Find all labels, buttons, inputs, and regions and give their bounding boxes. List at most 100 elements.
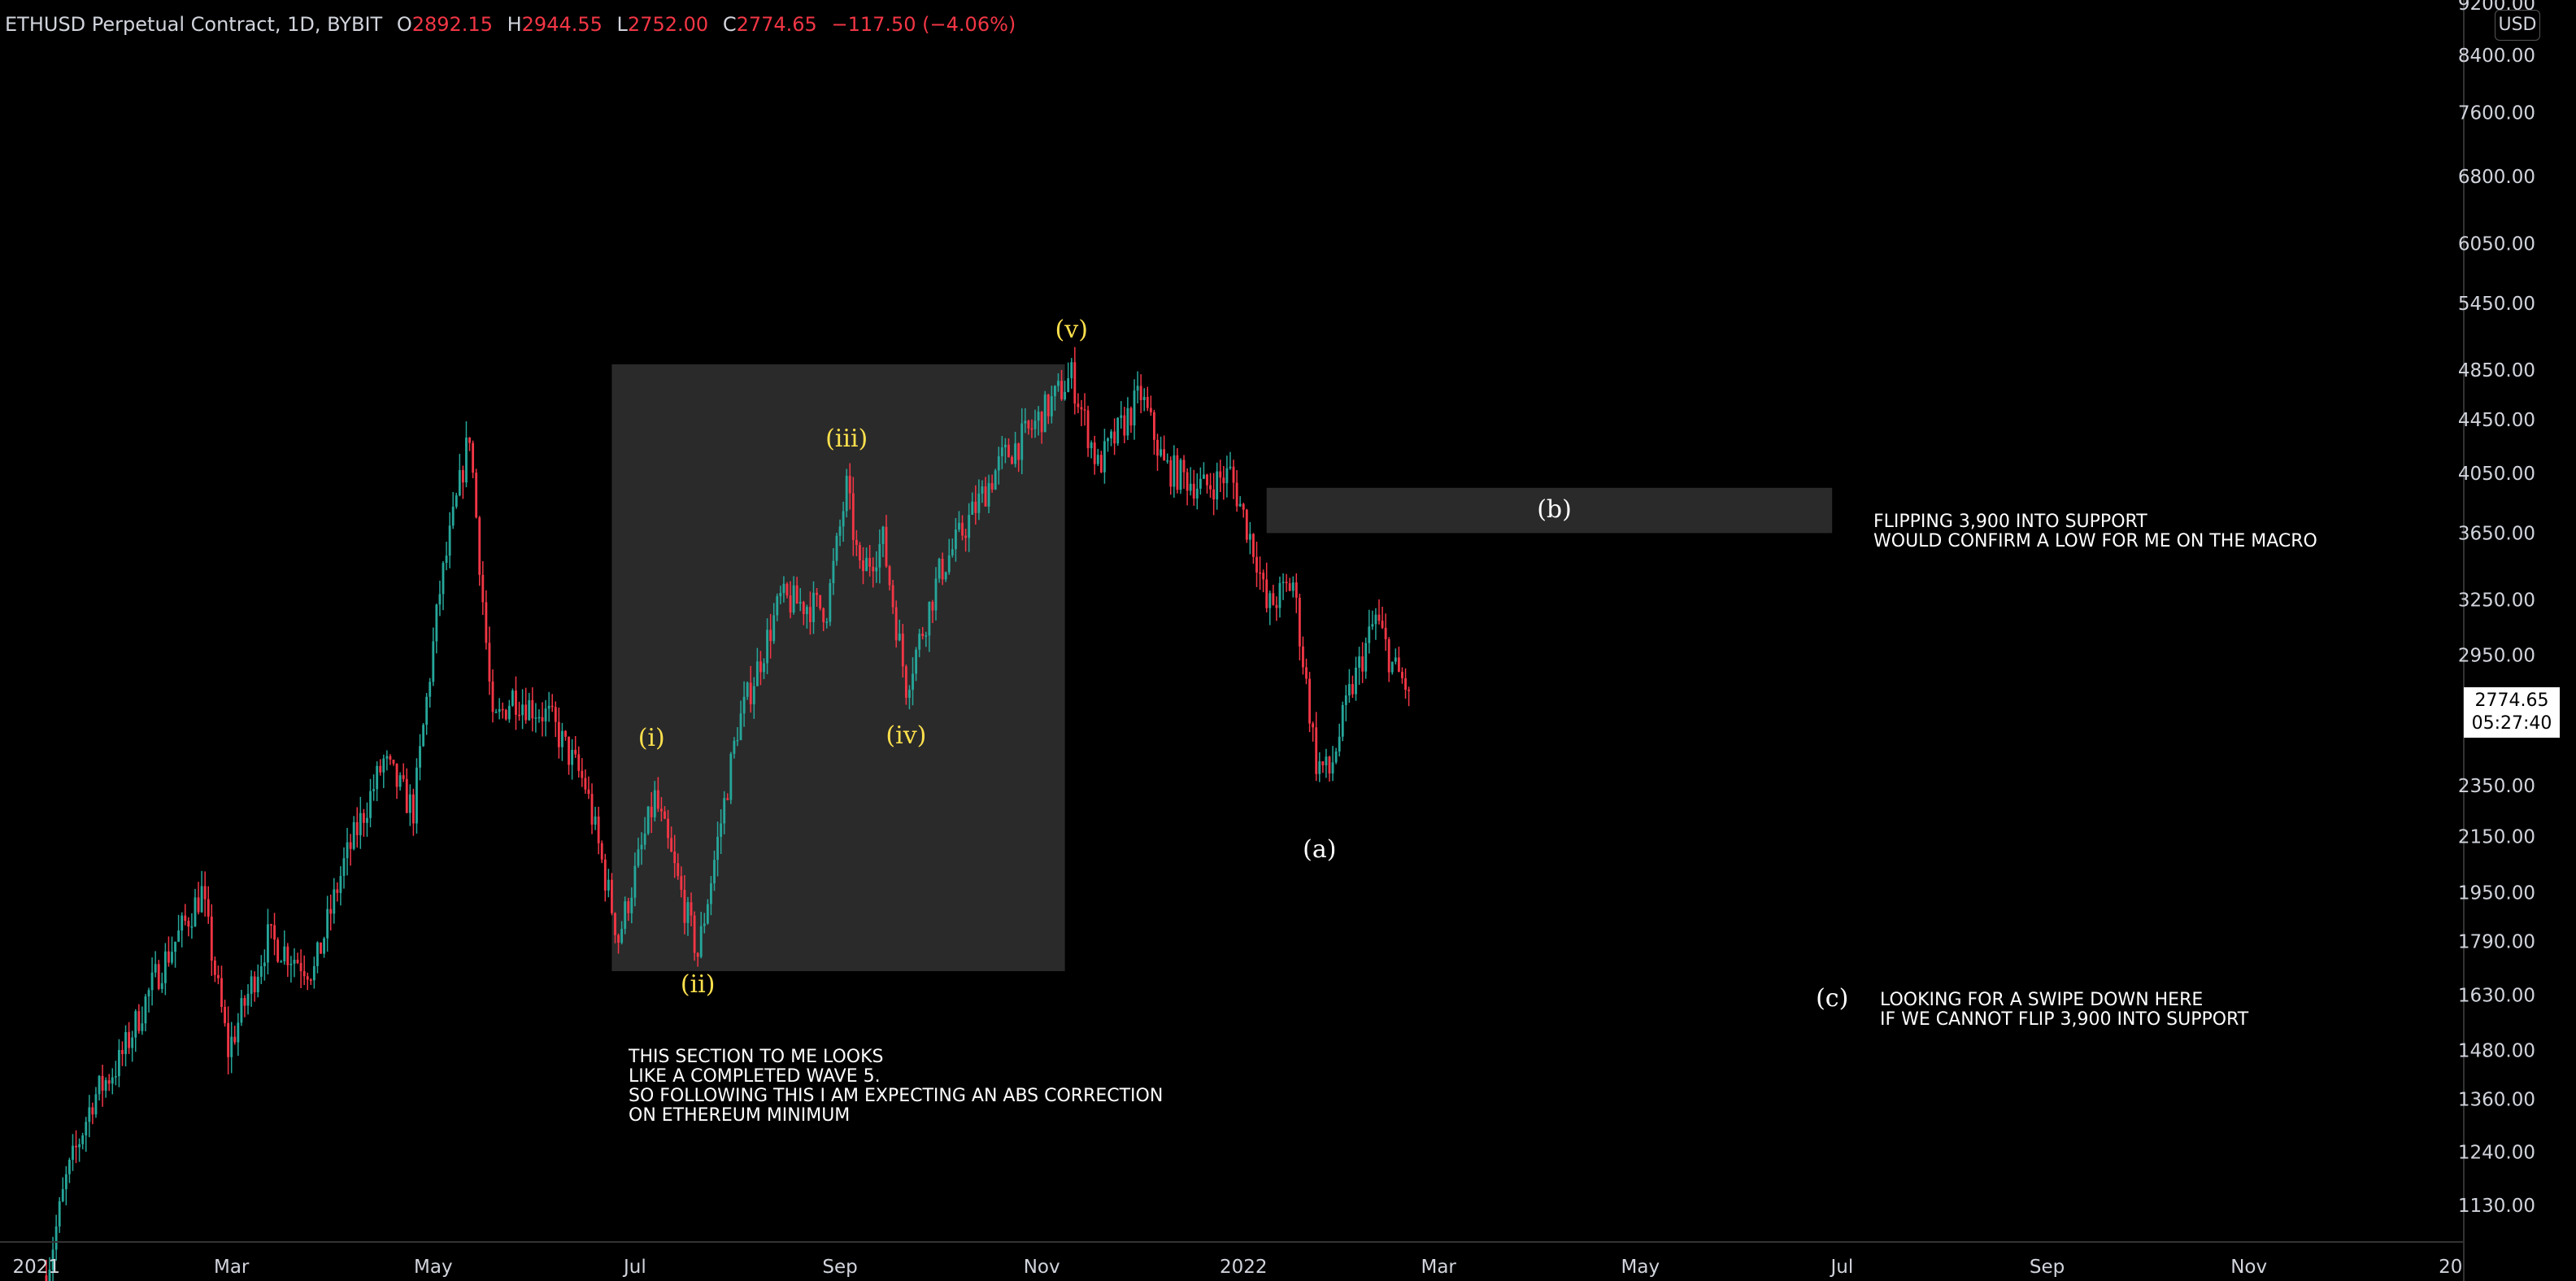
candle-body bbox=[174, 941, 176, 952]
candle-body bbox=[1179, 460, 1182, 490]
candle-body bbox=[1199, 478, 1202, 489]
note-line: WOULD CONFIRM A LOW FOR ME ON THE MACRO bbox=[1873, 531, 2317, 551]
candle-body bbox=[643, 833, 646, 845]
candle-body bbox=[627, 901, 630, 913]
candle-body bbox=[88, 1107, 91, 1122]
candle-body bbox=[429, 682, 432, 697]
candle-body bbox=[742, 696, 746, 714]
candle-body bbox=[1192, 483, 1195, 499]
time-tick-label: Nov bbox=[1024, 1257, 1060, 1278]
candle-body bbox=[101, 1075, 104, 1091]
candle-body bbox=[1238, 503, 1242, 507]
swipe-note: LOOKING FOR A SWIPE DOWN HERE IF WE CANN… bbox=[1880, 991, 2248, 1030]
candle-body bbox=[805, 607, 808, 615]
candle-body bbox=[1338, 736, 1341, 752]
candle-body bbox=[947, 555, 951, 573]
candle-body bbox=[213, 960, 216, 975]
candle-body bbox=[1152, 412, 1155, 440]
candle-body bbox=[951, 549, 954, 556]
candle-body bbox=[320, 942, 322, 954]
candle-body bbox=[1182, 460, 1186, 473]
candle-body bbox=[637, 849, 640, 866]
candle-body bbox=[1390, 661, 1394, 673]
price-tick-label: 1130.00 bbox=[2458, 1196, 2535, 1217]
candle-body bbox=[968, 514, 971, 538]
candle-body bbox=[224, 1007, 226, 1023]
candle-body bbox=[1397, 657, 1400, 673]
candle-body bbox=[938, 559, 941, 579]
candle-body bbox=[789, 595, 792, 613]
candle-body bbox=[1255, 556, 1258, 573]
candle-body bbox=[1334, 751, 1338, 763]
candle-body bbox=[167, 951, 170, 963]
candle-body bbox=[432, 641, 435, 682]
candle-body bbox=[683, 890, 686, 923]
candle-body bbox=[78, 1144, 81, 1148]
symbol-title: ETHUSD Perpetual Contract, 1D, BYBIT bbox=[5, 13, 383, 36]
candle-body bbox=[1312, 723, 1315, 728]
note-line: LIKE A COMPLETED WAVE 5. bbox=[629, 1066, 881, 1087]
candle-body bbox=[131, 1037, 134, 1048]
candle-body bbox=[1206, 474, 1208, 486]
candle-body bbox=[425, 696, 429, 725]
candle-body bbox=[1103, 441, 1106, 473]
candle-body bbox=[217, 974, 220, 978]
candle-body bbox=[210, 916, 213, 961]
currency-unit-button[interactable]: USD bbox=[2495, 10, 2540, 41]
candle-body bbox=[1374, 614, 1377, 625]
candle-body bbox=[1160, 449, 1162, 456]
candle-body bbox=[1027, 420, 1030, 429]
candle-body bbox=[91, 1107, 94, 1115]
candle-body bbox=[650, 806, 653, 817]
candle-body bbox=[422, 725, 425, 747]
candle-body bbox=[997, 456, 1000, 471]
candle-body bbox=[498, 708, 501, 712]
current-price-label: 2774.65 bbox=[2474, 691, 2549, 711]
candle-body bbox=[137, 1011, 141, 1031]
note-line: IF WE CANNOT FLIP 3,900 INTO SUPPORT bbox=[1880, 1009, 2249, 1030]
candle-body bbox=[1080, 407, 1083, 410]
candle-body bbox=[1046, 394, 1050, 416]
candle-body bbox=[994, 470, 997, 490]
candle-body bbox=[587, 789, 590, 795]
candle-body bbox=[293, 960, 296, 964]
candle-body bbox=[98, 1075, 101, 1095]
candle-body bbox=[1123, 415, 1126, 436]
candle-body bbox=[177, 930, 181, 942]
candle-body bbox=[928, 601, 931, 636]
candle-body bbox=[901, 634, 904, 667]
wave-label: (iv) bbox=[886, 721, 927, 751]
candle-body bbox=[1067, 378, 1070, 392]
candle-body bbox=[94, 1094, 98, 1115]
candle-body bbox=[819, 595, 822, 609]
candle-body bbox=[1053, 386, 1056, 397]
candle-body bbox=[664, 811, 666, 819]
candle-body bbox=[411, 794, 415, 824]
flip-zone-box bbox=[1266, 487, 1833, 534]
candle-body bbox=[448, 525, 451, 556]
candle-body bbox=[812, 592, 815, 622]
candle-body bbox=[888, 566, 891, 586]
close-label: C bbox=[722, 13, 737, 36]
candle-body bbox=[1166, 460, 1169, 462]
candle-body bbox=[267, 924, 269, 963]
candle-body bbox=[349, 842, 352, 849]
candle-body bbox=[1262, 573, 1265, 580]
candle-body bbox=[154, 964, 157, 973]
price-tick-label: 8400.00 bbox=[2458, 46, 2535, 67]
candle-body bbox=[237, 1022, 240, 1043]
candle-body bbox=[981, 486, 984, 494]
candle-body bbox=[405, 778, 408, 813]
candle-body bbox=[1000, 447, 1003, 457]
candle-body bbox=[1007, 444, 1010, 458]
candle-body bbox=[620, 929, 624, 943]
candle-body bbox=[250, 976, 253, 994]
candle-body bbox=[656, 790, 659, 809]
candle-body bbox=[326, 908, 329, 939]
wave-label: (c) bbox=[1816, 984, 1849, 1013]
candle-body bbox=[445, 556, 448, 564]
candle-body bbox=[45, 1275, 48, 1281]
candle-body bbox=[141, 1023, 144, 1031]
